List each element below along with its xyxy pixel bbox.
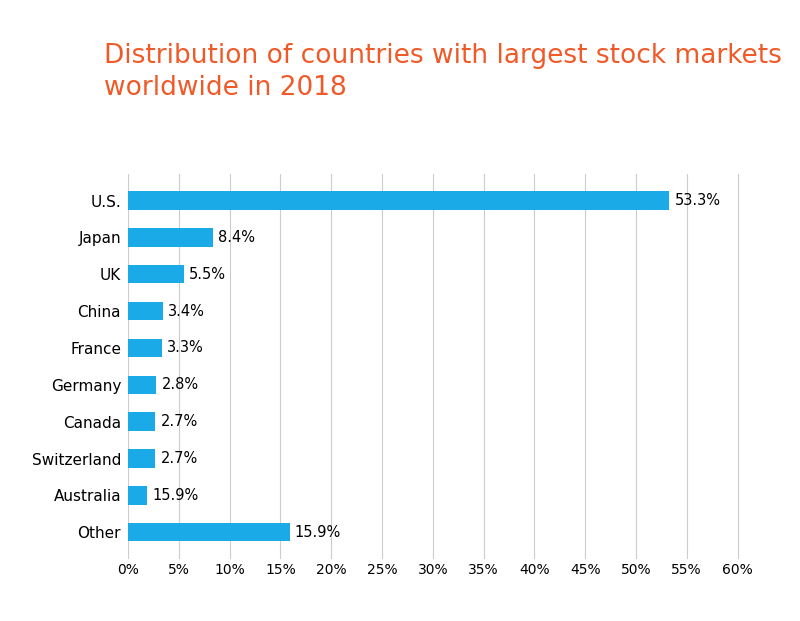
Text: 2.7%: 2.7% — [161, 414, 198, 429]
Text: Distribution of countries with largest stock markets
worldwide in 2018: Distribution of countries with largest s… — [104, 43, 782, 101]
Bar — [128, 302, 162, 320]
Bar — [128, 523, 290, 542]
Text: 8.4%: 8.4% — [218, 230, 255, 245]
Text: 3.3%: 3.3% — [166, 340, 203, 355]
Bar — [128, 486, 147, 504]
Text: 15.9%: 15.9% — [152, 488, 198, 503]
Bar — [128, 412, 155, 431]
Text: 2.8%: 2.8% — [162, 378, 198, 392]
Text: 53.3%: 53.3% — [674, 193, 721, 208]
Bar — [128, 229, 214, 247]
Text: 5.5%: 5.5% — [189, 267, 226, 282]
Bar — [128, 191, 670, 210]
Text: 3.4%: 3.4% — [168, 304, 205, 319]
Text: 2.7%: 2.7% — [161, 451, 198, 466]
Bar — [128, 449, 155, 468]
Text: 15.9%: 15.9% — [294, 525, 341, 540]
Bar — [128, 339, 162, 357]
Bar — [128, 265, 184, 284]
Bar — [128, 376, 157, 394]
